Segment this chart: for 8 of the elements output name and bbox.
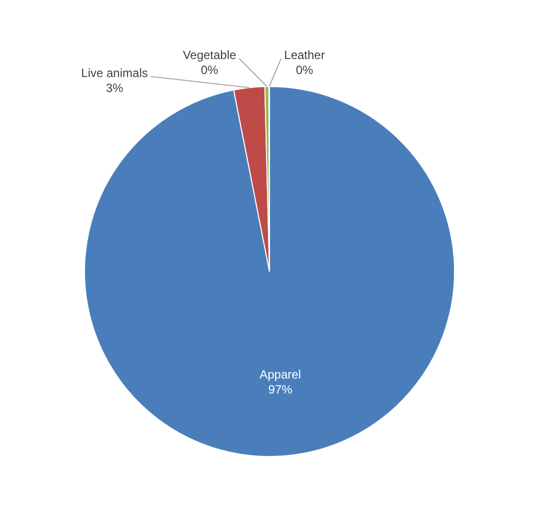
data-label: 0%	[200, 62, 218, 77]
data-label: 97%	[268, 382, 293, 396]
slice-label: Leather	[284, 48, 325, 62]
slice-label: Vegetable	[182, 48, 237, 62]
data-label: 3%	[106, 80, 124, 95]
slice-label: Live animals	[81, 66, 148, 80]
slice-label: Apparel	[260, 367, 301, 382]
data-label: 0%	[296, 62, 314, 77]
